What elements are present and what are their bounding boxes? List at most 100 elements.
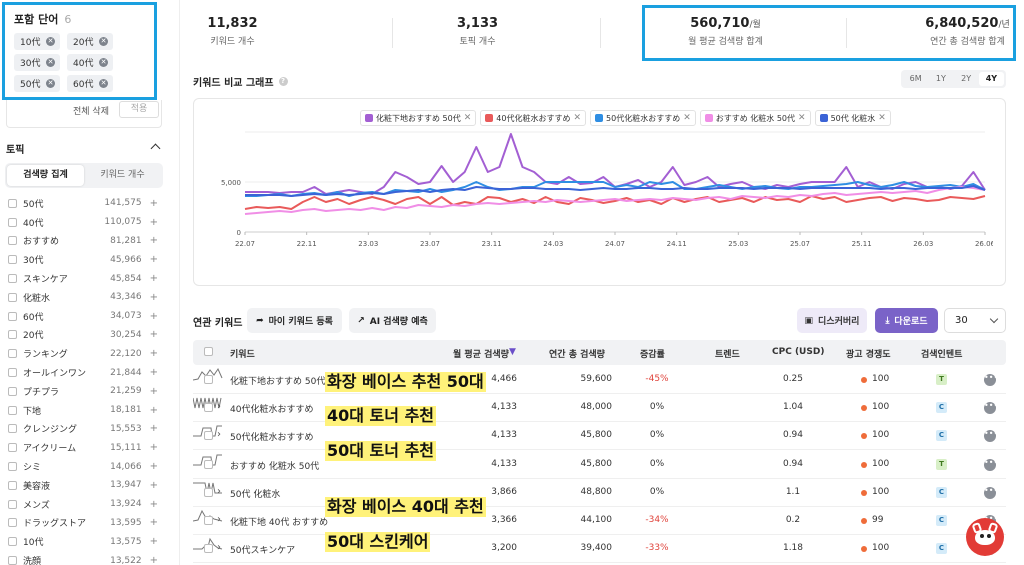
topic-checkbox[interactable] (8, 255, 17, 265)
discovery-button[interactable]: ▣ 디스커버리 (797, 308, 867, 333)
remove-chip-icon[interactable]: ✕ (46, 79, 55, 88)
keyword-cell[interactable]: おすすめ 化粧水 50代 (230, 461, 320, 472)
add-topic-icon[interactable]: + (149, 555, 158, 565)
topic-checkbox[interactable] (8, 462, 17, 472)
download-button[interactable]: ⤓ 다운로드 (875, 308, 938, 333)
row-checkbox[interactable] (204, 544, 213, 554)
legend-item[interactable]: 50代 化粧水 ✕ (814, 110, 891, 126)
topic-checkbox[interactable] (8, 311, 17, 321)
more-icon[interactable]: ••• (984, 458, 998, 471)
add-topic-icon[interactable]: + (149, 423, 158, 435)
topic-checkbox[interactable] (8, 274, 17, 284)
range-option-2y[interactable]: 2Y (961, 74, 972, 83)
seg-tab-volume[interactable]: 검색량 집계 (7, 165, 84, 186)
page-size-select[interactable]: 30 (944, 308, 1006, 333)
table-row[interactable]: おすすめ 化粧水 50代 4,133 45,800 0% 0.94 100 T … (193, 451, 1006, 479)
expand-chevron-icon[interactable]: › (217, 401, 221, 413)
series-line-3[interactable] (244, 186, 986, 215)
add-topic-icon[interactable]: + (149, 216, 158, 228)
close-icon[interactable]: ✕ (798, 113, 806, 123)
topic-item[interactable]: アイクリーム 15,111 + (8, 438, 158, 457)
table-row[interactable]: › 50代化粧水おすすめ 4,133 45,800 0% 0.94 100 C … (193, 422, 1006, 451)
topic-checkbox[interactable] (8, 480, 17, 490)
col-competition[interactable]: 광고 경쟁도 (846, 350, 891, 360)
seg-tab-count[interactable]: 키워드 개수 (100, 170, 145, 180)
expand-chevron-icon[interactable]: › (217, 429, 221, 441)
close-icon[interactable]: ✕ (573, 113, 582, 123)
more-icon[interactable]: ••• (984, 430, 998, 443)
add-topic-icon[interactable]: + (149, 404, 158, 416)
ai-predict-button[interactable]: ↗ AI 검색량 예측 (349, 308, 436, 333)
topic-checkbox[interactable] (8, 424, 17, 434)
add-topic-icon[interactable]: + (149, 197, 158, 209)
select-all-checkbox[interactable] (204, 347, 213, 356)
row-checkbox[interactable] (204, 516, 213, 525)
info-icon[interactable]: ? (278, 77, 288, 86)
topic-item[interactable]: ランキング 22,120 + (8, 344, 158, 363)
topic-checkbox[interactable] (8, 443, 17, 453)
topic-item[interactable]: メンズ 13,924 + (8, 495, 158, 514)
add-topic-icon[interactable]: + (149, 329, 158, 341)
series-line-4[interactable] (245, 185, 986, 197)
topic-checkbox[interactable] (8, 537, 17, 547)
range-option-6m[interactable]: 6M (909, 74, 922, 83)
apply-button[interactable]: 적용 (119, 101, 159, 118)
keyword-cell[interactable]: 50代化粧水おすすめ (230, 433, 314, 444)
topic-item[interactable]: 下地 18,181 + (8, 401, 158, 420)
add-topic-icon[interactable]: + (149, 479, 158, 491)
expand-chevron-icon[interactable]: › (217, 485, 221, 497)
more-icon[interactable]: ••• (984, 402, 998, 415)
range-option-1y[interactable]: 1Y (935, 74, 946, 83)
topic-item[interactable]: 10代 13,575 + (8, 532, 158, 551)
topic-item[interactable]: 30代 45,966 + (8, 250, 158, 269)
keyword-cell[interactable]: 50代 化粧水 (230, 489, 281, 500)
topic-checkbox[interactable] (8, 499, 17, 509)
chat-mascot-button[interactable] (966, 518, 1004, 556)
topic-checkbox[interactable] (8, 518, 17, 528)
col-cpc[interactable]: CPC (USD) (772, 347, 825, 357)
add-topic-icon[interactable]: + (149, 310, 158, 322)
add-topic-icon[interactable]: + (149, 385, 158, 397)
add-topic-icon[interactable]: + (149, 273, 158, 285)
topic-checkbox[interactable] (8, 217, 17, 227)
keyword-cell[interactable]: 化粧下地おすすめ 50代 (230, 377, 326, 387)
row-checkbox[interactable] (204, 487, 213, 497)
topic-item[interactable]: クレンジング 15,553 + (8, 420, 158, 439)
close-icon[interactable]: ✕ (463, 113, 472, 123)
close-icon[interactable]: ✕ (683, 113, 691, 123)
keyword-cell[interactable]: 40代化粧水おすすめ (230, 405, 314, 416)
remove-chip-icon[interactable]: ✕ (99, 37, 108, 46)
add-topic-icon[interactable]: + (149, 254, 158, 266)
col-keyword[interactable]: 키워드 (230, 350, 255, 360)
topic-item[interactable]: 洗顔 13,522 + (8, 551, 158, 565)
col-annual[interactable]: 연간 총 검색량 (549, 350, 605, 360)
add-topic-icon[interactable]: + (149, 498, 158, 510)
row-checkbox[interactable] (204, 403, 213, 413)
col-monthly[interactable]: 월 평균 검색량 (453, 350, 509, 360)
table-row[interactable]: › 40代化粧水おすすめ 4,133 48,000 0% 1.04 100 C … (192, 394, 1006, 423)
expand-chevron-icon[interactable]: › (217, 542, 221, 554)
remove-chip-icon[interactable]: ✕ (99, 58, 108, 67)
remove-chip-icon[interactable]: ✕ (46, 58, 55, 67)
topic-item[interactable]: 美容液 13,947 + (8, 476, 158, 495)
legend-item[interactable]: 化粧下地おすすめ 50代 ✕ (360, 110, 477, 126)
topic-item[interactable]: 20代 30,254 + (8, 326, 158, 345)
more-icon[interactable]: ••• (984, 486, 998, 499)
legend-item[interactable]: 40代化粧水おすすめ ✕ (480, 110, 587, 126)
topic-item[interactable]: 60代 34,073 + (8, 307, 158, 326)
row-checkbox[interactable] (204, 375, 213, 384)
topic-item[interactable]: スキンケア 45,854 + (8, 269, 158, 288)
chevron-up-icon[interactable] (150, 143, 161, 154)
table-row[interactable]: › 化粧下地 40代 おすすめ 3,366 44,100 -34% 0.2 99… (192, 507, 1006, 535)
sort-down-icon[interactable]: ▼ (509, 347, 516, 357)
topic-checkbox[interactable] (8, 368, 17, 378)
add-topic-icon[interactable]: + (149, 536, 158, 548)
topic-checkbox[interactable] (8, 405, 17, 415)
topic-item[interactable]: 化粧水 43,346 + (8, 288, 158, 307)
topic-checkbox[interactable] (8, 236, 17, 246)
add-topic-icon[interactable]: + (149, 442, 158, 454)
topic-checkbox[interactable] (8, 330, 17, 340)
topic-checkbox[interactable] (8, 386, 17, 396)
register-keyword-button[interactable]: ➦ 마이 키워드 등록 (247, 308, 342, 333)
topic-item[interactable]: ドラッグストア 13,595 + (8, 514, 158, 533)
